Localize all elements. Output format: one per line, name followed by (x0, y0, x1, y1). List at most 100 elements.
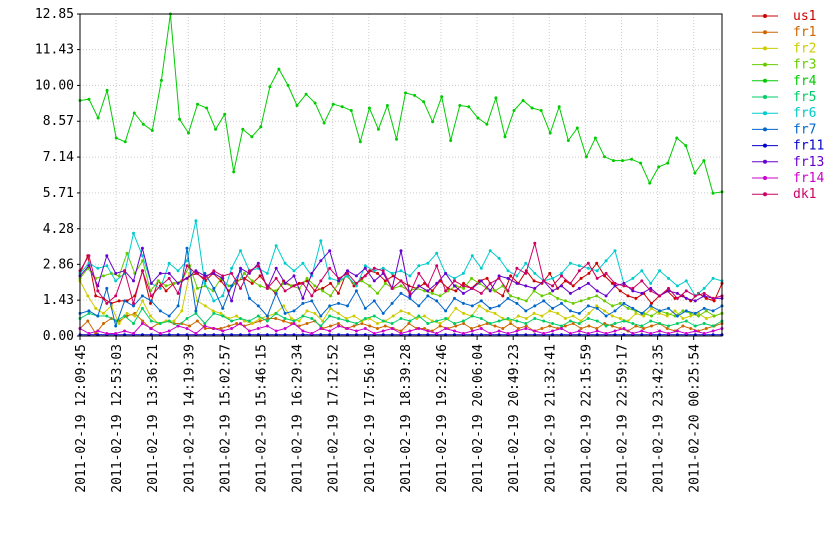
data-point (516, 327, 520, 330)
data-point (274, 311, 278, 315)
data-point (391, 274, 395, 278)
data-point (86, 294, 90, 298)
data-point (337, 301, 341, 305)
data-point (488, 249, 492, 253)
data-point (256, 264, 260, 268)
data-point (506, 269, 510, 273)
data-point (363, 317, 367, 320)
data-point (141, 319, 145, 323)
data-point (533, 329, 537, 333)
data-point (185, 327, 189, 330)
x-tick-label: 2011-02-19 22:15:59 (579, 344, 594, 493)
data-point (516, 314, 520, 318)
data-point (604, 294, 608, 298)
data-point (493, 289, 497, 293)
data-point (321, 289, 325, 293)
data-point (557, 105, 561, 109)
data-point (461, 284, 465, 288)
data-point (265, 319, 269, 323)
data-point (346, 274, 349, 278)
data-point (711, 329, 715, 333)
data-point (613, 281, 617, 285)
data-point (310, 294, 314, 298)
data-point (301, 333, 305, 337)
data-point (610, 314, 614, 318)
data-point (105, 286, 109, 290)
data-point (640, 291, 644, 295)
data-point (524, 271, 528, 275)
data-point (461, 301, 465, 305)
data-point (571, 322, 575, 325)
data-point (540, 314, 544, 318)
data-point (485, 122, 489, 126)
legend-marker (763, 62, 767, 67)
data-point (493, 311, 497, 315)
data-point (704, 309, 708, 313)
data-point (346, 269, 349, 273)
data-point (426, 284, 430, 288)
data-point (239, 322, 242, 325)
data-point (250, 281, 254, 285)
data-point (423, 314, 426, 318)
data-point (626, 294, 630, 298)
data-point (149, 299, 153, 303)
data-point (577, 264, 581, 268)
data-point (292, 322, 296, 325)
data-point (329, 324, 332, 328)
data-point (195, 286, 199, 290)
data-point (96, 333, 100, 337)
x-tick-label: 2011-02-19 15:46:15 (255, 344, 270, 493)
data-point (630, 157, 634, 161)
data-point (114, 324, 118, 328)
data-point (595, 327, 599, 330)
data-point (604, 314, 608, 318)
data-point (634, 324, 638, 328)
data-point (461, 319, 465, 323)
x-tick-label: 2011-02-19 20:06:04 (471, 344, 486, 493)
data-point (610, 324, 614, 328)
data-point (658, 269, 662, 273)
plot-frame (79, 13, 723, 337)
data-point (297, 319, 301, 323)
x-tick-label: 2011-02-19 23:42:35 (652, 344, 667, 493)
data-point (94, 294, 98, 298)
data-point (212, 333, 216, 337)
data-point (180, 309, 184, 313)
data-point (684, 319, 688, 323)
data-point (328, 249, 332, 253)
data-point (640, 324, 644, 328)
data-point (310, 332, 314, 335)
data-point (363, 327, 367, 330)
data-point (376, 127, 380, 131)
data-point (665, 311, 669, 315)
data-point (313, 284, 317, 288)
data-point (292, 319, 296, 323)
data-point (105, 264, 109, 268)
legend-label: fr2 (793, 41, 816, 56)
data-point (488, 322, 492, 325)
data-point (117, 299, 121, 303)
data-point (540, 294, 544, 298)
data-point (568, 261, 572, 265)
data-point (221, 294, 225, 298)
data-point (494, 96, 498, 100)
data-point (423, 289, 426, 293)
data-point (458, 104, 462, 107)
data-point (684, 144, 688, 148)
data-point (515, 274, 519, 278)
data-point (232, 170, 236, 174)
data-point (123, 269, 127, 273)
data-point (337, 333, 341, 337)
data-point (657, 165, 661, 169)
data-point (214, 127, 218, 131)
data-point (524, 261, 528, 265)
data-point (622, 281, 626, 285)
legend-item-fr13: fr13 (752, 155, 824, 170)
data-point (577, 269, 581, 273)
data-point (313, 311, 317, 315)
data-point (352, 284, 356, 288)
y-tick-label: 1.43 (43, 293, 74, 308)
data-point (509, 274, 513, 278)
data-point (610, 304, 614, 308)
